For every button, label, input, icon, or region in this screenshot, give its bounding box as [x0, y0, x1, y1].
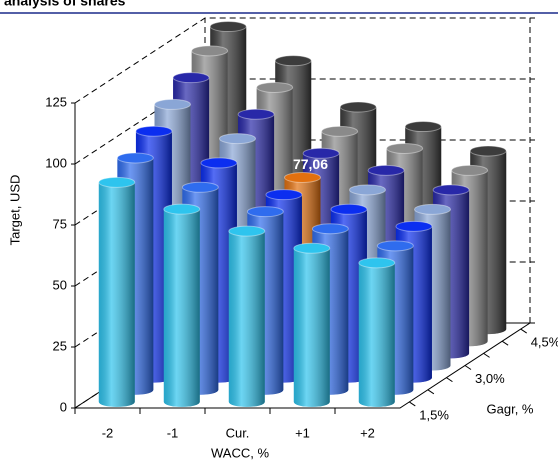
z-tick: [520, 328, 527, 334]
y-tick-label: 0: [60, 399, 67, 414]
z-tick: [409, 401, 416, 407]
cylinder-top: [246, 206, 284, 218]
cylinder-shade: [98, 182, 135, 407]
y-tick-label: 100: [45, 155, 67, 170]
z-tick-label: 4,5%: [531, 335, 558, 350]
cylinder-top: [154, 98, 191, 110]
cylinder: [358, 257, 396, 407]
cylinder-top: [367, 164, 405, 176]
y-tick-label: 75: [53, 216, 67, 231]
cylinder-top: [237, 108, 275, 120]
grid-line: [74, 17, 530, 104]
cylinder-top: [302, 147, 340, 159]
x-tick-label: -1: [167, 425, 179, 440]
cylinder-top: [349, 184, 386, 196]
cylinder-top: [172, 72, 210, 84]
cylinder-top: [330, 203, 368, 215]
bars: 77,06: [98, 21, 507, 407]
cylinder: [163, 203, 201, 407]
cylinder: [228, 225, 266, 407]
z-tick: [501, 340, 509, 346]
cylinder: [293, 242, 331, 407]
cylinder-shade: [358, 262, 395, 407]
cylinder-top: [265, 189, 303, 201]
cylinder-top: [376, 240, 414, 252]
cylinder-top: [163, 203, 201, 215]
x-tick-label: Cur.: [226, 425, 250, 440]
cylinder-top: [284, 171, 321, 183]
y-tick-label: 125: [45, 94, 67, 109]
cylinder-top: [321, 125, 359, 137]
x-tick-label: -2: [102, 425, 114, 440]
x-tick-label: +2: [360, 425, 375, 440]
cylinder-shade: [163, 209, 200, 407]
chart-title: analysis of shares: [4, 0, 126, 9]
z-tick: [464, 365, 472, 370]
cylinder: [98, 176, 136, 407]
cylinder-top: [469, 145, 507, 157]
cylinder-top: [181, 181, 219, 193]
cylinder-top: [200, 157, 238, 169]
cylinder-top: [432, 184, 470, 196]
z-tick: [483, 352, 490, 358]
cylinder-shade: [293, 248, 330, 407]
cylinder-top: [404, 121, 442, 133]
z-tick-label: 3,0%: [475, 371, 505, 386]
cylinder-top: [98, 176, 136, 188]
cylinder-top: [311, 223, 349, 235]
cylinder-top: [293, 242, 331, 254]
cylinder-shade: [228, 231, 265, 407]
z-tick: [427, 389, 435, 395]
cylinder-top: [274, 55, 312, 67]
y-axis-label: Target, USD: [7, 175, 22, 246]
cylinder-top: [191, 45, 229, 57]
cylinder-top: [339, 101, 377, 113]
y-tick-label: 50: [53, 277, 67, 292]
cylinder-top: [116, 152, 154, 164]
cylinder-top: [135, 125, 173, 137]
x-tick-label: +1: [295, 425, 310, 440]
cylinder-top: [228, 225, 266, 237]
cylinder-top: [395, 220, 433, 232]
x-axis-label: WACC, %: [211, 445, 269, 460]
cylinder-top: [209, 21, 247, 33]
cylinder-top: [256, 81, 294, 93]
cylinder-top: [414, 203, 451, 215]
cylinder-top: [219, 133, 256, 145]
z-tick: [446, 377, 453, 383]
z-tick-label: 1,5%: [419, 407, 449, 422]
z-axis-label: Gagr, %: [487, 401, 534, 416]
cylinder-top: [386, 142, 424, 154]
cylinder-top: [358, 257, 396, 269]
cylinder-top: [451, 164, 489, 176]
y-tick-label: 25: [53, 338, 67, 353]
value-label: 77,06: [293, 156, 328, 172]
